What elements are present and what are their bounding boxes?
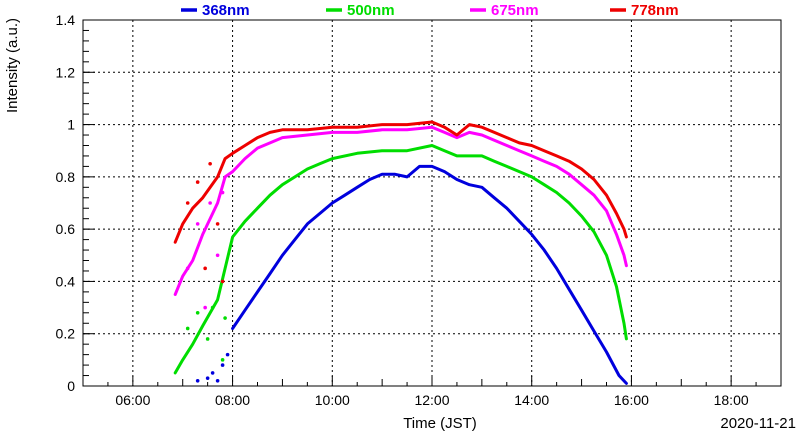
scatter-point xyxy=(205,337,210,341)
y-tick-label: 1.2 xyxy=(56,64,76,80)
x-tick-label: 10:00 xyxy=(315,392,350,408)
y-tick-label: 0 xyxy=(67,378,75,394)
scatter-point xyxy=(220,279,225,284)
series-line xyxy=(173,125,628,296)
x-tick-label: 12:00 xyxy=(414,392,449,408)
scatter-point xyxy=(210,371,215,375)
x-tick-label: 14:00 xyxy=(514,392,549,408)
x-tick-label: 18:00 xyxy=(714,392,749,408)
series-778nm xyxy=(173,120,628,284)
scatter-point xyxy=(195,378,200,383)
scatter-point xyxy=(225,352,230,357)
x-tick-label: 16:00 xyxy=(614,392,649,408)
y-tick-label: 1 xyxy=(67,117,75,133)
scatter-point xyxy=(185,326,190,331)
y-tick-label: 1.4 xyxy=(56,12,76,28)
series-675nm xyxy=(173,125,628,310)
x-tick-label: 08:00 xyxy=(215,392,250,408)
scatter-point xyxy=(215,378,220,383)
y-tick-label: 0.6 xyxy=(56,221,76,237)
scatter-point xyxy=(195,180,200,184)
y-tick-label: 0.4 xyxy=(56,273,76,289)
x-axis-label: Time (JST) xyxy=(403,415,477,432)
x-tick-label: 06:00 xyxy=(115,392,150,408)
series-line xyxy=(173,144,628,375)
series-line xyxy=(231,164,628,385)
legend-label: 778nm xyxy=(631,2,679,19)
legend-label: 500nm xyxy=(347,2,395,19)
y-tick-label: 0.2 xyxy=(56,326,76,342)
scatter-point xyxy=(215,253,220,258)
scatter-point xyxy=(185,201,190,205)
scatter-point xyxy=(208,161,212,166)
scatter-point xyxy=(220,358,225,362)
scatter-point xyxy=(215,222,220,226)
date-label: 2020-11-21 xyxy=(720,415,796,432)
scatter-point xyxy=(203,266,207,271)
scatter-point xyxy=(223,316,227,320)
scatter-point xyxy=(195,311,200,315)
series-500nm xyxy=(173,144,628,375)
series-layer xyxy=(173,120,628,385)
scatter-point xyxy=(208,201,212,205)
series-368nm xyxy=(195,164,628,385)
legend-label: 368nm xyxy=(202,2,250,19)
legend-label: 675nm xyxy=(491,2,539,19)
series-line xyxy=(173,120,628,244)
scatter-point xyxy=(220,363,225,367)
tick-layer: 06:00 08:00 10:00 12:00 14:00 16:00 18:00 0 0.2 0… xyxy=(56,12,782,408)
legend: 368nm 500nm 675nm 778nm xyxy=(181,2,679,19)
scatter-point xyxy=(195,222,200,226)
scatter-point xyxy=(205,376,210,380)
y-axis-label: Intensity (a.u.) xyxy=(4,18,21,113)
y-tick-label: 0.8 xyxy=(56,169,76,185)
scatter-point xyxy=(203,305,207,310)
